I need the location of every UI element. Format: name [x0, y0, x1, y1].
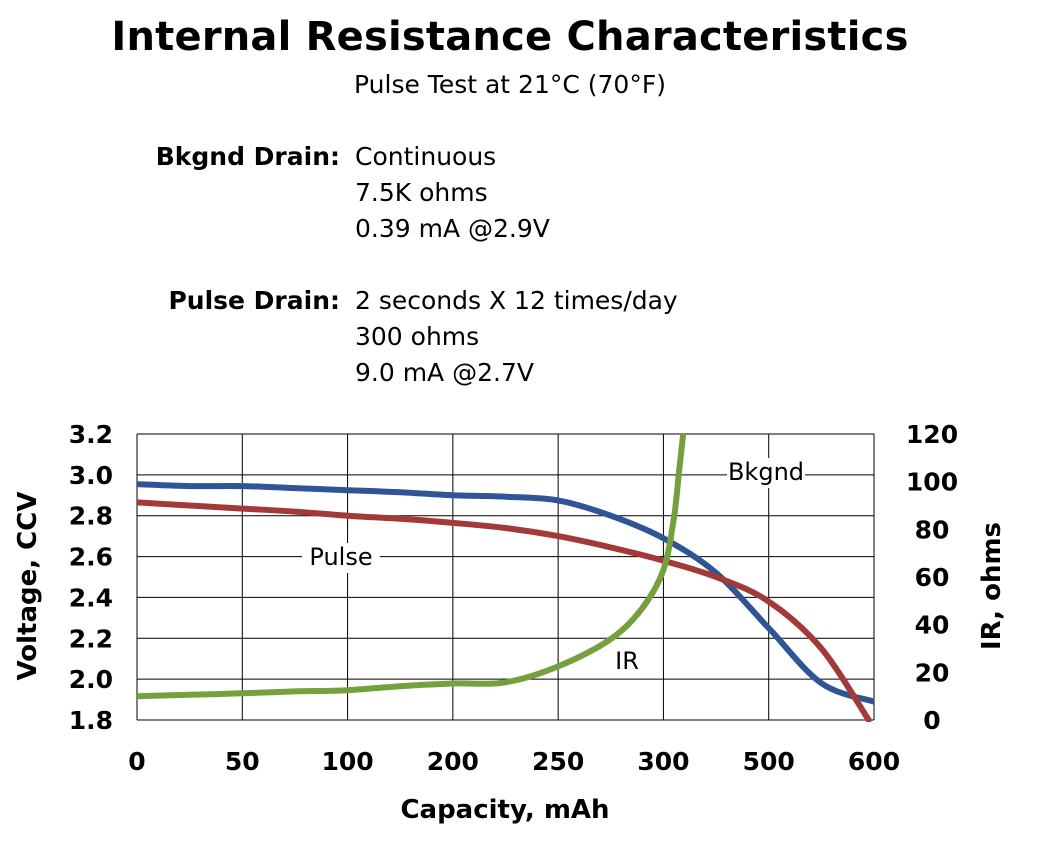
- x-tick-label: 500: [743, 747, 795, 776]
- series-line-pulse: [137, 499, 872, 722]
- y-tick-label: 2.8: [69, 502, 113, 531]
- y-tick-label: 3.2: [69, 420, 113, 449]
- series-line-ir: [137, 434, 687, 700]
- y2-tick-label: 20: [915, 658, 950, 687]
- chart-labels: 0 50 100 200 250 300 500 6003.23.02.82.62.42.22…: [13, 420, 1007, 825]
- chart-series: [137, 434, 874, 722]
- pulse-drain-line-2: 300 ohms: [355, 322, 480, 351]
- x-tick-label: 250: [532, 747, 584, 776]
- y-tick-label: 2.0: [69, 665, 113, 694]
- x-tick-label: 50: [225, 747, 260, 776]
- annotation-ir: IR: [615, 647, 639, 675]
- x-axis-title: Capacity, mAh: [400, 795, 609, 825]
- pulse-drain-label: Pulse Drain:: [168, 286, 340, 315]
- y2-tick-label: 120: [906, 420, 958, 449]
- y2-tick-label: 0: [923, 706, 940, 735]
- y-tick-label: 3.0: [69, 461, 113, 490]
- bkgnd-drain-line-1: Continuous: [355, 142, 497, 171]
- page-title: Internal Resistance Characteristics: [111, 14, 909, 60]
- x-tick-label: 300: [637, 747, 689, 776]
- y-tick-label: 1.8: [69, 706, 113, 735]
- y2-tick-label: 100: [906, 468, 958, 497]
- pulse-drain-line-3: 9.0 mA @2.7V: [355, 358, 534, 387]
- x-tick-label: 100: [321, 747, 373, 776]
- y2-tick-label: 80: [915, 515, 950, 544]
- x-tick-label: 600: [848, 747, 900, 776]
- y2-axis-title: IR, ohms: [977, 522, 1007, 650]
- pulse-drain-line-1: 2 seconds X 12 times/day: [355, 286, 678, 315]
- x-tick-label: 200: [427, 747, 479, 776]
- page-subtitle: Pulse Test at 21°C (70°F): [354, 70, 666, 99]
- y-axis-title: Voltage, CCV: [13, 492, 43, 681]
- bkgnd-drain-label: Bkgnd Drain:: [155, 142, 340, 171]
- annotation-bkgnd: Bkgnd: [728, 458, 804, 486]
- y-tick-label: 2.4: [69, 583, 113, 612]
- y-tick-label: 2.2: [69, 624, 113, 653]
- x-tick-label: 0: [128, 747, 145, 776]
- annotation-pulse-bg: [302, 543, 380, 573]
- series-line-bkgnd: [137, 481, 874, 705]
- y2-tick-label: 60: [915, 563, 950, 592]
- y2-tick-label: 40: [915, 611, 950, 640]
- bkgnd-drain-line-2: 7.5K ohms: [355, 178, 488, 207]
- annotation-pulse: Pulse: [309, 543, 372, 571]
- annotation-ir-bg: [609, 647, 645, 677]
- annotation-bkgnd-bg: [727, 458, 805, 488]
- y-tick-label: 2.6: [69, 543, 113, 572]
- bkgnd-drain-line-3: 0.39 mA @2.9V: [355, 214, 550, 243]
